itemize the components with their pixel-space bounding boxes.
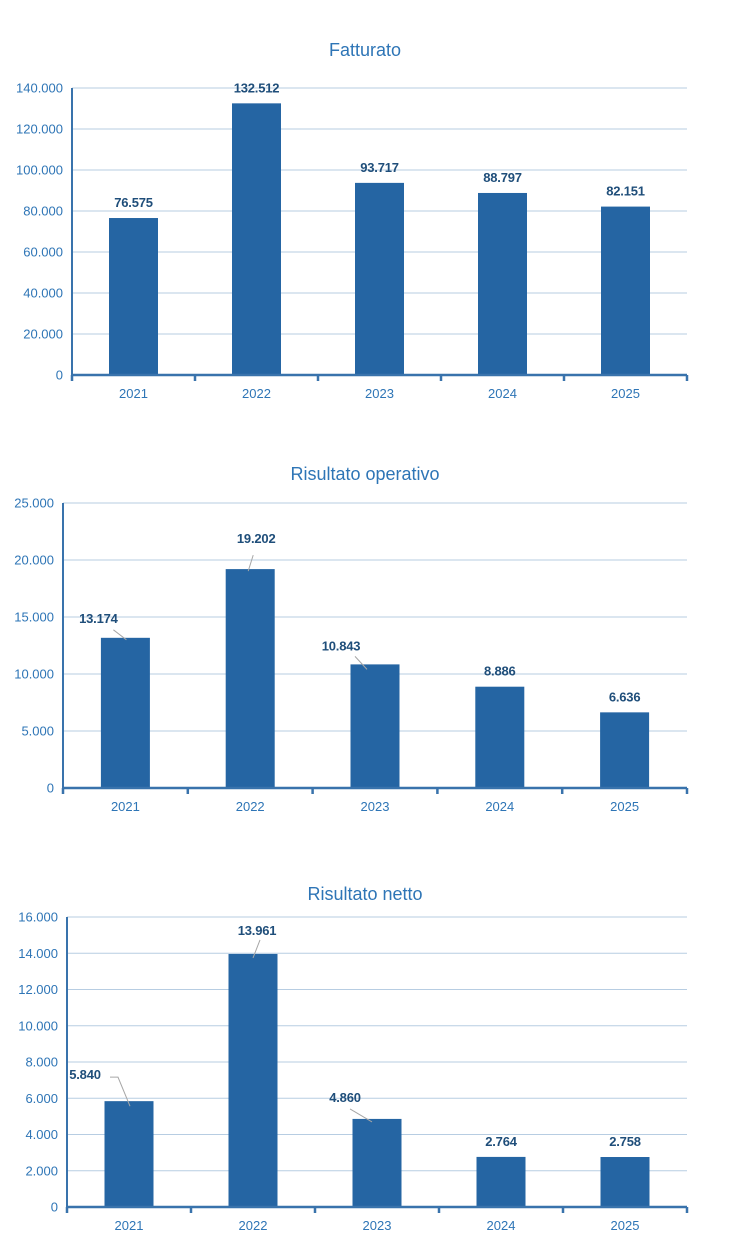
- data-label: 8.886: [484, 664, 516, 679]
- chart-title-risultato-netto: Risultato netto: [307, 884, 423, 904]
- bar-chart-risultato-operativo: 0 5.000 10.000 15.000 20.000 25.000 2021 2022 20…: [14, 496, 689, 814]
- y-axis-tick-label: 20.000: [14, 553, 54, 568]
- x-axis-category-label: 2025: [611, 386, 640, 401]
- chart-section-fatturato: Fatturato 0 20.000 40.000 60.000 80.000 100.0…: [0, 36, 744, 414]
- data-label-leader-line: [354, 656, 368, 670]
- data-label: 93.717: [360, 160, 399, 175]
- y-axis-tick-label: 20.000: [23, 327, 63, 342]
- x-axis-category-label: 2022: [242, 386, 271, 401]
- bar-2024: [476, 1156, 526, 1207]
- x-axis-category-label: 2021: [115, 1218, 144, 1233]
- data-label: 2.758: [609, 1134, 641, 1149]
- data-label-leader-line: [113, 629, 127, 641]
- data-label: 76.575: [114, 195, 153, 210]
- x-axis-category-label: 2024: [487, 1218, 516, 1233]
- data-label: 82.151: [606, 184, 645, 199]
- x-axis-category-label: 2023: [365, 386, 394, 401]
- y-axis-tick-label: 5.000: [21, 724, 54, 739]
- x-axis-category-label: 2022: [236, 799, 265, 814]
- x-axis-category-label: 2025: [611, 1218, 640, 1233]
- bar-2025: [600, 1157, 650, 1207]
- data-label-leader-line: [252, 939, 261, 959]
- data-label-leader-line: [349, 1108, 373, 1123]
- data-label-leader-line: [247, 554, 254, 572]
- y-axis-tick-label: 25.000: [14, 496, 54, 511]
- y-axis-tick-label: 60.000: [23, 245, 63, 260]
- chart-section-risultato-operativo: Risultato operativo 0 5.000 10.000 15.000 20…: [0, 460, 744, 825]
- bar-2021: [104, 1101, 154, 1207]
- y-axis-tick-label: 4.000: [25, 1127, 58, 1142]
- y-axis-tick-label: 80.000: [23, 204, 63, 219]
- y-axis-tick-label: 0: [51, 1200, 58, 1215]
- bar-2023: [355, 182, 404, 375]
- data-label: 13.961: [238, 923, 277, 938]
- bar-2022: [225, 569, 275, 788]
- data-label: 5.840: [69, 1067, 101, 1082]
- y-axis-tick-label: 12.000: [18, 982, 58, 997]
- y-axis-tick-label: 14.000: [18, 946, 58, 961]
- data-label: 88.797: [483, 170, 522, 185]
- y-axis-tick-label: 0: [47, 781, 54, 796]
- bar-2024: [475, 686, 525, 788]
- y-axis-tick-label: 10.000: [18, 1018, 58, 1033]
- bar-2025: [600, 712, 650, 788]
- y-axis-tick-label: 8.000: [25, 1055, 58, 1070]
- x-axis-category-label: 2025: [610, 799, 639, 814]
- bar-2022: [232, 103, 281, 375]
- data-label: 13.174: [79, 611, 119, 626]
- bar-2023: [350, 664, 400, 788]
- y-axis-tick-label: 2.000: [25, 1163, 58, 1178]
- x-axis-category-label: 2021: [111, 799, 140, 814]
- y-axis-tick-label: 40.000: [23, 286, 63, 301]
- bar-2025: [601, 206, 650, 375]
- bar-2024: [478, 192, 527, 375]
- x-axis-category-label: 2023: [363, 1218, 392, 1233]
- chart-title-risultato-operativo: Risultato operativo: [290, 464, 440, 484]
- data-label: 19.202: [237, 531, 276, 546]
- x-axis-category-label: 2021: [119, 386, 148, 401]
- y-axis-tick-label: 6.000: [25, 1091, 58, 1106]
- data-label: 4.860: [329, 1090, 361, 1105]
- x-axis-category-label: 2022: [239, 1218, 268, 1233]
- data-label-leader-line: [110, 1076, 131, 1107]
- chart-section-risultato-netto: Risultato netto 0 2.000 4.000 6.000 8.000 10.…: [0, 880, 744, 1256]
- bar-chart-fatturato: 0 20.000 40.000 60.000 80.000 100.000 120.000 1…: [16, 80, 689, 401]
- bar-2021: [109, 218, 158, 375]
- y-axis-tick-label: 0: [56, 368, 63, 383]
- x-axis-category-label: 2023: [361, 799, 390, 814]
- bar-chart-risultato-netto: 0 2.000 4.000 6.000 8.000 10.000 12.000 14.000 1…: [18, 910, 689, 1233]
- x-axis-category-label: 2024: [485, 799, 514, 814]
- data-label: 2.764: [485, 1134, 518, 1149]
- y-axis-tick-label: 10.000: [14, 667, 54, 682]
- bar-2021: [100, 637, 150, 788]
- bar-2023: [352, 1118, 402, 1207]
- y-axis-tick-label: 100.000: [16, 163, 63, 178]
- bar-2022: [228, 953, 278, 1207]
- data-label: 10.843: [322, 638, 361, 653]
- y-axis-tick-label: 120.000: [16, 122, 63, 137]
- y-axis-tick-label: 140.000: [16, 81, 63, 96]
- data-label: 132.512: [234, 80, 280, 95]
- y-axis-tick-label: 16.000: [18, 910, 58, 925]
- data-label: 6.636: [609, 689, 641, 704]
- y-axis-tick-label: 15.000: [14, 610, 54, 625]
- x-axis-category-label: 2024: [488, 386, 517, 401]
- chart-title-fatturato: Fatturato: [328, 40, 402, 60]
